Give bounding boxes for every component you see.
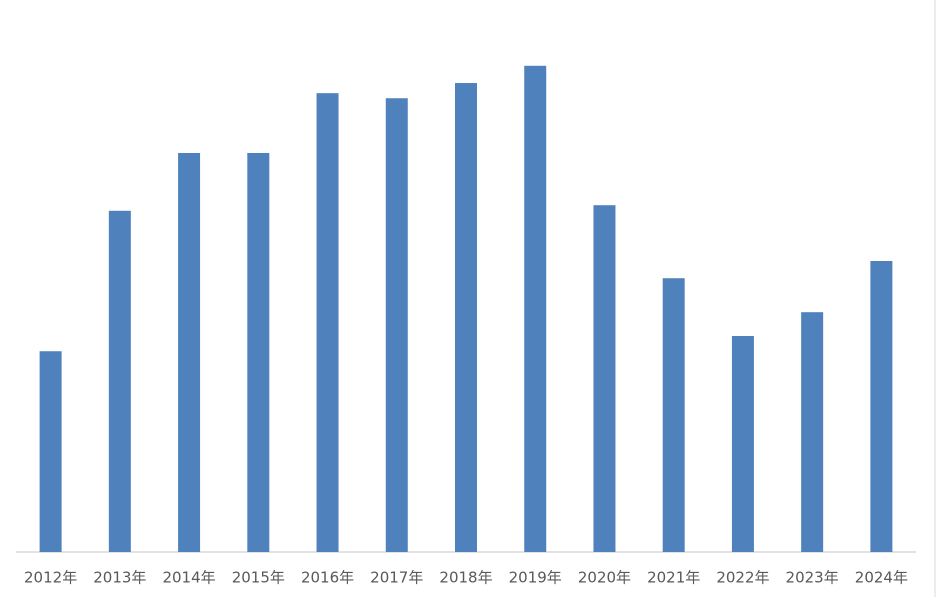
bar <box>455 83 477 553</box>
x-tick-label: 2022年 <box>716 569 769 587</box>
x-tick-label: 2013年 <box>93 569 146 587</box>
bar <box>316 93 339 552</box>
x-tick-label: 2023年 <box>786 569 839 587</box>
bar <box>662 278 685 552</box>
x-tick-label: 2017年 <box>370 569 423 587</box>
x-tick-label: 2020年 <box>578 569 631 587</box>
bar <box>39 351 62 552</box>
x-tick-label: 2024年 <box>855 569 908 587</box>
bar <box>731 336 754 552</box>
bar <box>108 210 131 552</box>
bar <box>801 312 824 552</box>
x-tick-label: 2021年 <box>647 569 700 587</box>
x-tick-label: 2019年 <box>509 569 562 587</box>
bar <box>178 152 201 552</box>
x-tick-label: 2014年 <box>162 569 215 587</box>
bar <box>247 152 270 552</box>
x-tick-label: 2012年 <box>24 569 77 587</box>
bar <box>524 65 547 553</box>
x-tick-label: 2018年 <box>439 569 492 587</box>
bar <box>593 205 616 552</box>
bar <box>385 98 408 553</box>
x-tick-label: 2015年 <box>232 569 285 587</box>
x-tick-label: 2016年 <box>301 569 354 587</box>
bar <box>870 260 893 552</box>
